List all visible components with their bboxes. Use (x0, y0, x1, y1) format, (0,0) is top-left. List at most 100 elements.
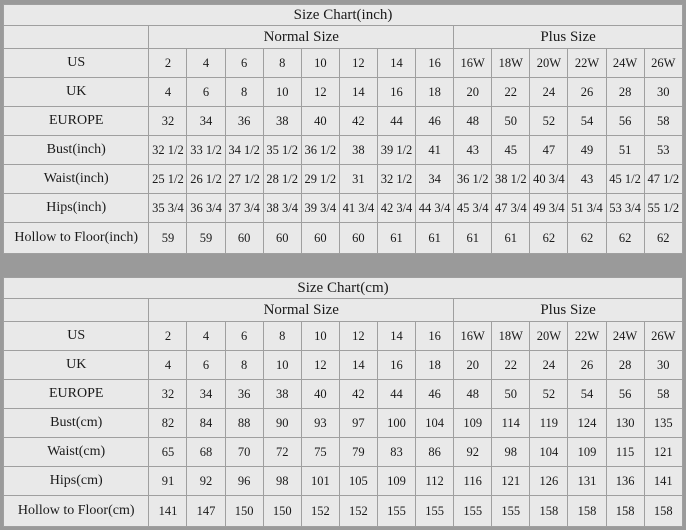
cell: 44 3/4 (415, 193, 455, 223)
cell: 46 (415, 106, 455, 136)
cell: 54 (567, 379, 607, 409)
cell: 47 3/4 (491, 193, 531, 223)
cell: 61 (415, 222, 455, 254)
table-row: Hollow to Floor(inch) 59 59 60 60 60 60 … (2, 222, 684, 254)
cell: 43 (453, 135, 493, 165)
cell: 52 (529, 379, 569, 409)
cell: 16W (453, 321, 493, 351)
cell: 34 1/2 (224, 135, 264, 165)
cell: 32 1/2 (376, 164, 417, 194)
table-row: Hips(inch) 35 3/4 36 3/4 37 3/4 38 3/4 3… (2, 193, 684, 223)
cell: 26W (643, 48, 684, 78)
cell: 36 (224, 106, 264, 136)
cell: 155 (491, 495, 531, 527)
cell: 2 (148, 48, 188, 78)
table-row: UK 4 6 8 10 12 14 16 18 20 22 24 26 28 3… (2, 77, 684, 107)
cell: 43 (567, 164, 607, 194)
corner-cell (2, 298, 150, 322)
cell: 16W (453, 48, 493, 78)
cell: 105 (338, 466, 378, 496)
group-header-row: Normal Size Plus Size (2, 25, 683, 49)
row-label-europe: EUROPE (2, 106, 150, 136)
table-row: UK 4 6 8 10 12 14 16 18 20 22 24 26 28 3… (2, 350, 684, 380)
cell: 116 (453, 466, 493, 496)
cell: 18W (491, 321, 531, 351)
cell: 152 (338, 495, 378, 527)
cell: 52 (529, 106, 569, 136)
cell: 27 1/2 (224, 164, 264, 194)
cell: 47 (529, 135, 569, 165)
cell: 62 (605, 222, 645, 254)
cell: 121 (491, 466, 531, 496)
cell: 53 3/4 (605, 193, 645, 223)
cell: 56 (605, 106, 645, 136)
cell: 96 (224, 466, 264, 496)
cell: 119 (529, 408, 569, 438)
cell: 30 (643, 350, 684, 380)
row-label-bust: Bust(inch) (2, 135, 150, 165)
cell: 14 (338, 77, 378, 107)
cell: 36 1/2 (300, 135, 340, 165)
cell: 39 3/4 (300, 193, 340, 223)
cell: 28 1/2 (262, 164, 302, 194)
cell: 104 (529, 437, 569, 467)
group-header-normal-size: Normal Size (148, 25, 455, 49)
cell: 141 (643, 466, 684, 496)
cell: 14 (338, 350, 378, 380)
cell: 6 (224, 321, 264, 351)
cell: 124 (567, 408, 607, 438)
cell: 158 (643, 495, 684, 527)
cell: 26 (567, 350, 607, 380)
cell: 44 (376, 379, 417, 409)
cell: 4 (186, 48, 226, 78)
row-label-bust: Bust(cm) (2, 408, 150, 438)
cell: 114 (491, 408, 531, 438)
table-title-row: Size Chart(inch) (3, 4, 683, 26)
cell: 58 (643, 379, 684, 409)
cell: 26 1/2 (186, 164, 226, 194)
cell: 42 (338, 379, 378, 409)
cell: 36 3/4 (186, 193, 226, 223)
cell: 16 (415, 48, 455, 78)
cell: 98 (262, 466, 302, 496)
cell: 109 (567, 437, 607, 467)
cell: 39 1/2 (376, 135, 417, 165)
cell: 150 (262, 495, 302, 527)
cell: 158 (567, 495, 607, 527)
cell: 22W (567, 321, 607, 351)
cell: 60 (300, 222, 340, 254)
cell: 42 3/4 (376, 193, 417, 223)
cell: 45 1/2 (605, 164, 645, 194)
cell: 35 3/4 (148, 193, 188, 223)
cell: 158 (605, 495, 645, 527)
cell: 36 1/2 (453, 164, 493, 194)
cell: 152 (300, 495, 340, 527)
cell: 88 (224, 408, 264, 438)
row-label-hollow-to-floor: Hollow to Floor(inch) (2, 222, 150, 254)
row-label-waist: Waist(cm) (2, 437, 150, 467)
cell: 40 3/4 (529, 164, 569, 194)
cell: 29 1/2 (300, 164, 340, 194)
cell: 83 (376, 437, 417, 467)
cell: 28 (605, 77, 645, 107)
cell: 136 (605, 466, 645, 496)
cell: 84 (186, 408, 226, 438)
table-row: Hollow to Floor(cm) 141 147 150 150 152 … (2, 495, 684, 527)
cell: 91 (148, 466, 188, 496)
cell: 147 (186, 495, 226, 527)
cell: 12 (300, 350, 340, 380)
row-label-us: US (2, 321, 150, 351)
cell: 42 (338, 106, 378, 136)
cell: 155 (376, 495, 417, 527)
cell: 26W (643, 321, 684, 351)
cell: 158 (529, 495, 569, 527)
cell: 12 (300, 77, 340, 107)
cell: 65 (148, 437, 188, 467)
cell: 8 (262, 48, 302, 78)
cell: 24 (529, 77, 569, 107)
cell: 2 (148, 321, 188, 351)
cell: 30 (643, 77, 684, 107)
cell: 82 (148, 408, 188, 438)
cell: 92 (186, 466, 226, 496)
